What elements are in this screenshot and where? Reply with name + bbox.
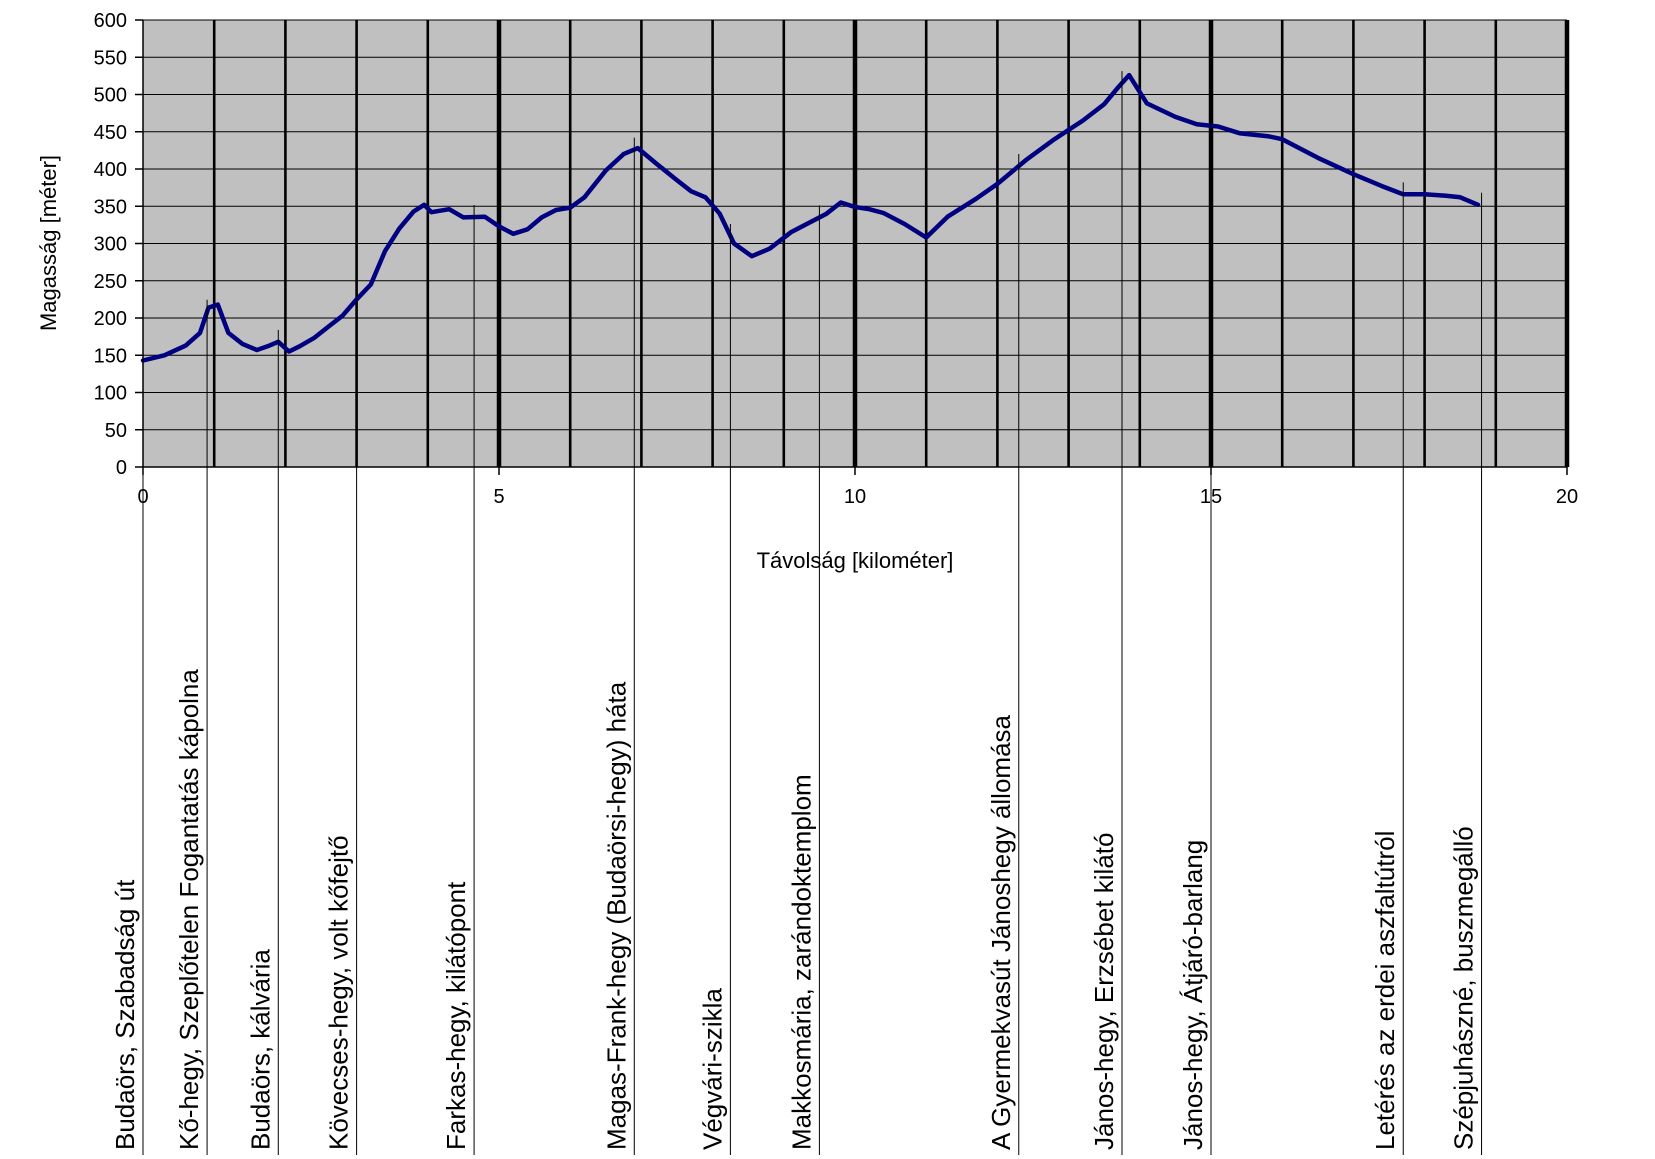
y-tick-label: 150: [94, 345, 127, 367]
landmark-label: Kő-hegy, Szeplőtelen Fogantatás kápolna: [174, 669, 204, 1150]
landmark-label: A Gyermekvasút Jánoshegy állomása: [986, 714, 1016, 1150]
landmark-label: Farkas-hegy, kilátópont: [441, 881, 471, 1150]
y-tick-label: 50: [105, 420, 127, 442]
y-tick-label: 200: [94, 308, 127, 330]
y-tick-label: 400: [94, 159, 127, 181]
x-tick-label: 10: [844, 486, 866, 508]
elevation-line: [140, 72, 1481, 363]
x-axis-title: Távolság [kilométer]: [757, 548, 954, 573]
landmark-label: Makkosmária, zarándoktemplom: [786, 774, 816, 1150]
landmark-label: Magas-Frank-hegy (Budaörsi-hegy) háta: [601, 681, 631, 1150]
landmark-label: Letérés az erdei aszfaltútról: [1370, 831, 1400, 1150]
landmark-label: János-hegy, Átjáró-barlang: [1178, 840, 1208, 1150]
landmark-label: Kövecses-hegy, volt kőfejtő: [324, 835, 354, 1150]
y-tick-label: 100: [94, 383, 127, 405]
y-tick-label: 450: [94, 122, 127, 144]
y-tick-label: 600: [94, 10, 127, 32]
y-tick-label: 500: [94, 85, 127, 107]
y-tick-label: 0: [116, 457, 127, 479]
y-tick-label: 300: [94, 234, 127, 256]
landmarks: Budaörs, Szabadság út Kő-hegy, Szeplőtele…: [110, 71, 1483, 1155]
x-tick-label: 20: [1556, 486, 1578, 508]
y-tick-label: 250: [94, 271, 127, 293]
landmark-label: Szépjuhászné, buszmegálló: [1449, 826, 1479, 1150]
y-axis-title: Magasság [méter]: [36, 155, 61, 331]
x-tick-label: 5: [493, 486, 504, 508]
landmark-label: Budaörs, Szabadság út: [110, 879, 140, 1150]
landmark-label: János-hegy, Erzsébet kilátó: [1089, 833, 1119, 1150]
landmark-label: Végvári-szikla: [697, 988, 727, 1150]
y-tick-label: 550: [94, 47, 127, 69]
landmark-label: Budaörs, kálvária: [245, 949, 275, 1150]
y-tick-label: 350: [94, 196, 127, 218]
